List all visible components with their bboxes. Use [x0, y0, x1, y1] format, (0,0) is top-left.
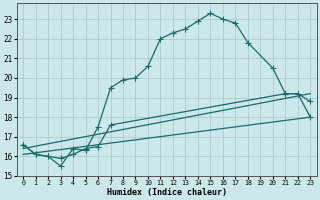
- X-axis label: Humidex (Indice chaleur): Humidex (Indice chaleur): [107, 188, 227, 197]
